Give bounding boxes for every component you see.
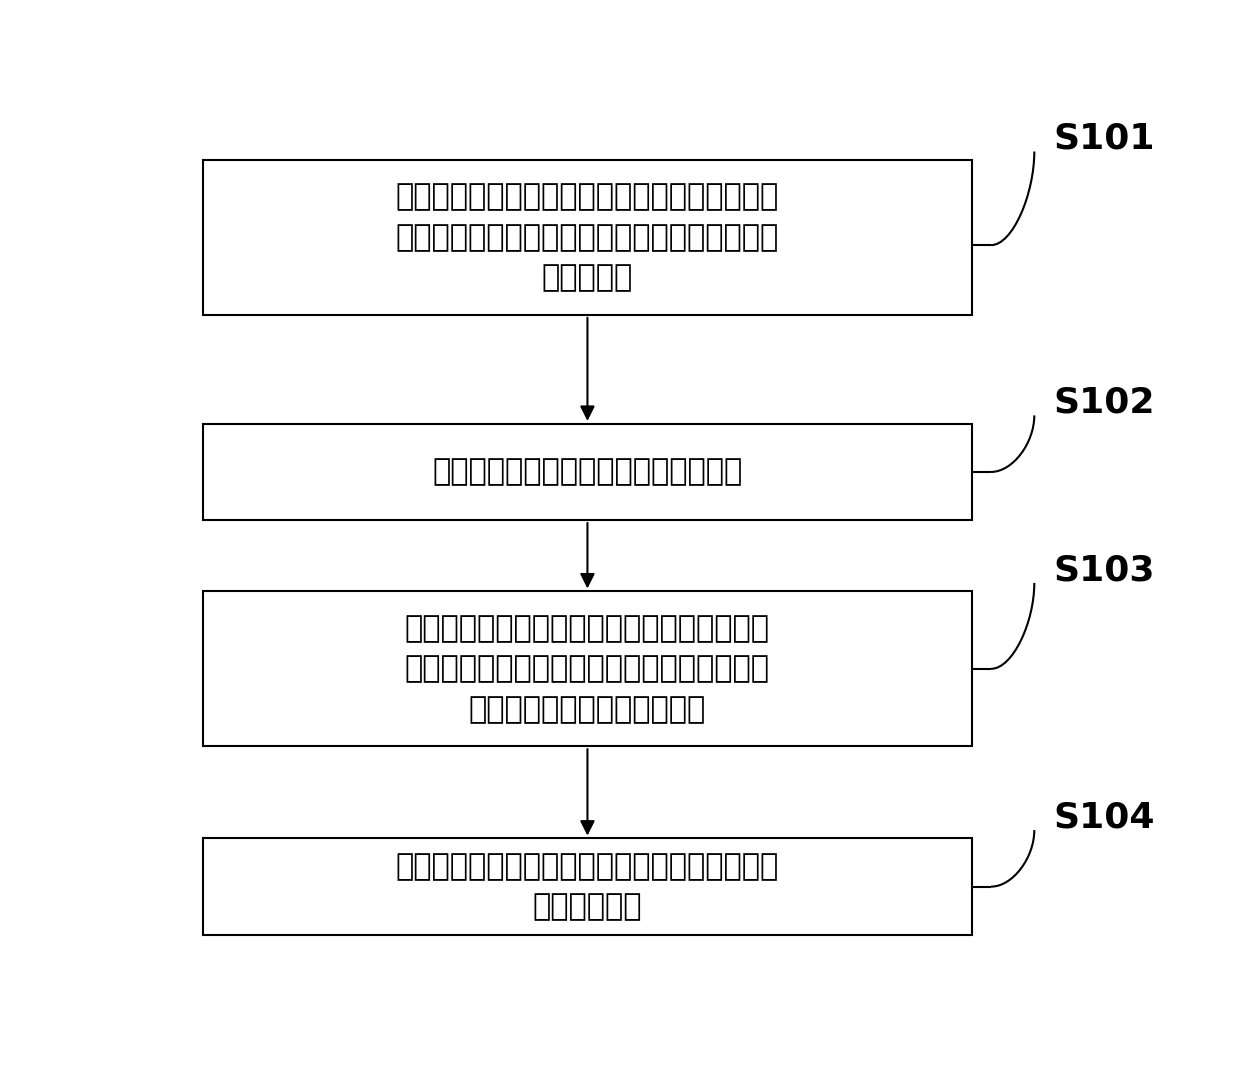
- FancyBboxPatch shape: [203, 839, 972, 935]
- Text: 若用户选择续租，则通过移动终端发送续租请求
到后台服务器: 若用户选择续租，则通过移动终端发送续租请求 到后台服务器: [396, 852, 779, 922]
- Text: 用户通过移动终端租用公共自行车，移动终端与
后台服务器进行信息交互，并将租车时间反馈给
后台服务器: 用户通过移动终端租用公共自行车，移动终端与 后台服务器进行信息交互，并将租车时间…: [396, 183, 779, 293]
- Text: S103: S103: [1054, 554, 1154, 588]
- Text: S104: S104: [1054, 801, 1154, 834]
- Text: 后台显示临近免费时长时限时，通过移动网络
向移动终端发送信号，移动终端执行通知提醒
，告知用户临近免费时长时限: 后台显示临近免费时长时限时，通过移动网络 向移动终端发送信号，移动终端执行通知提…: [405, 614, 770, 724]
- Text: S102: S102: [1054, 386, 1154, 420]
- Text: 后台服务器接收到指令，进行后台计时: 后台服务器接收到指令，进行后台计时: [433, 457, 743, 486]
- FancyBboxPatch shape: [203, 423, 972, 520]
- FancyBboxPatch shape: [203, 160, 972, 314]
- Text: S101: S101: [1054, 122, 1154, 156]
- FancyBboxPatch shape: [203, 592, 972, 746]
